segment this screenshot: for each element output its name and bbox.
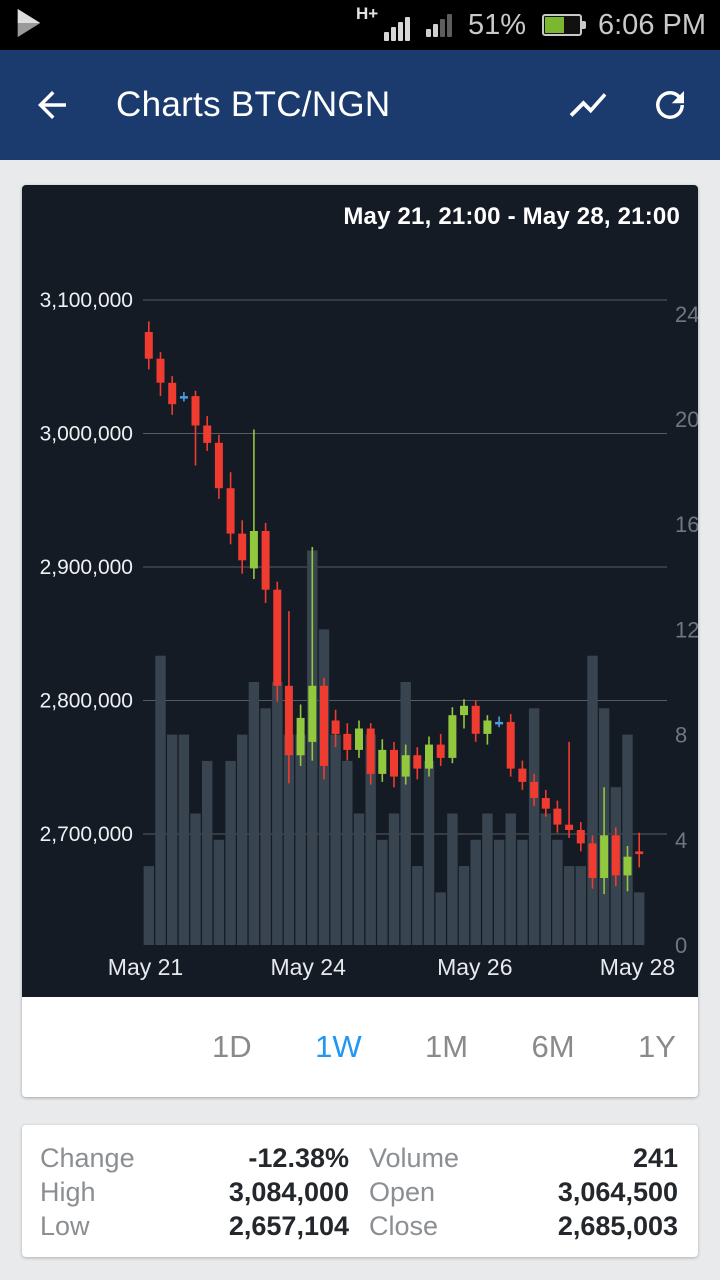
stat-label: Change (40, 1143, 135, 1173)
candlestick-chart: 3,100,000 3,000,000 2,900,000 2,800,000 2,70… (40, 289, 698, 980)
stat-value: 241 (632, 1143, 678, 1173)
back-arrow-icon (38, 91, 66, 119)
svg-text:May 24: May 24 (270, 954, 346, 980)
stat-label: Open (369, 1177, 436, 1207)
network-type-label: H+ (355, 4, 379, 23)
timeframe-1m[interactable]: 1M (417, 1023, 476, 1071)
stats-card: Change -12.38% High 3,084,000 Low 2,657,… (22, 1125, 698, 1257)
status-bar: H+ 51% 6:06 PM (0, 0, 720, 50)
stat-label: Volume (369, 1143, 460, 1173)
back-button[interactable] (28, 81, 76, 129)
svg-text:12: 12 (675, 617, 698, 642)
timeframe-1w[interactable]: 1W (307, 1023, 370, 1071)
svg-text:2,900,000: 2,900,000 (40, 556, 133, 579)
stat-volume: Volume 241 (369, 1141, 678, 1175)
svg-text:May 26: May 26 (437, 954, 512, 980)
stat-value: 3,064,500 (557, 1177, 678, 1207)
svg-text:8: 8 (675, 723, 687, 748)
stat-close: Close 2,685,003 (369, 1209, 678, 1243)
stat-value: 2,685,003 (557, 1211, 678, 1241)
chart-card: May 21, 21:00 - May 28, 21:00 3,100,000 3… (22, 185, 698, 1097)
battery-icon (542, 14, 586, 36)
svg-text:4: 4 (675, 828, 687, 853)
svg-text:3,000,000: 3,000,000 (40, 423, 133, 446)
cellular-bars-icon (383, 17, 410, 41)
stat-value: 2,657,104 (228, 1211, 349, 1241)
stats-column-left: Change -12.38% High 3,084,000 Low 2,657,… (40, 1141, 349, 1243)
stat-high: High 3,084,000 (40, 1175, 349, 1209)
refresh-button[interactable] (646, 81, 694, 129)
stat-value: -12.38% (248, 1143, 349, 1173)
timeframe-1d[interactable]: 1D (204, 1023, 260, 1071)
refresh-icon (656, 90, 684, 119)
line-chart-icon (569, 93, 607, 117)
svg-text:3,100,000: 3,100,000 (40, 289, 133, 312)
chart-type-button[interactable] (564, 81, 612, 129)
page-title: Charts BTC/NGN (116, 85, 391, 124)
svg-text:2,800,000: 2,800,000 (40, 690, 133, 713)
svg-text:May 28: May 28 (600, 954, 675, 980)
stat-change: Change -12.38% (40, 1141, 349, 1175)
stat-label: Close (369, 1211, 439, 1241)
stat-low: Low 2,657,104 (40, 1209, 349, 1243)
stat-open: Open 3,064,500 (369, 1175, 678, 1209)
svg-text:16: 16 (675, 512, 698, 537)
chart-date-range: May 21, 21:00 - May 28, 21:00 (343, 203, 680, 230)
signal-strength-icon (425, 13, 452, 37)
svg-text:24: 24 (675, 302, 698, 327)
stat-label: Low (40, 1211, 90, 1241)
cellular-data-indicator: H+ (355, 4, 410, 44)
timeframe-1y[interactable]: 1Y (630, 1023, 684, 1071)
timeframe-6m[interactable]: 6M (524, 1023, 583, 1071)
stat-value: 3,084,000 (228, 1177, 349, 1207)
clock-label: 6:06 PM (598, 8, 706, 41)
svg-text:May 21: May 21 (108, 954, 183, 980)
svg-text:0: 0 (675, 933, 687, 958)
svg-text:20: 20 (675, 407, 698, 432)
stats-column-right: Volume 241 Open 3,064,500 Close 2,685,00… (369, 1141, 678, 1243)
svg-text:2,700,000: 2,700,000 (40, 823, 133, 846)
play-store-icon (12, 5, 46, 46)
battery-percent-label: 51% (467, 8, 526, 41)
app-bar: Charts BTC/NGN (0, 50, 720, 160)
chart-area[interactable]: May 21, 21:00 - May 28, 21:00 3,100,000 3… (22, 185, 698, 997)
stat-label: High (40, 1177, 96, 1207)
timeframe-selector: 1D 1W 1M 6M 1Y (22, 997, 698, 1097)
